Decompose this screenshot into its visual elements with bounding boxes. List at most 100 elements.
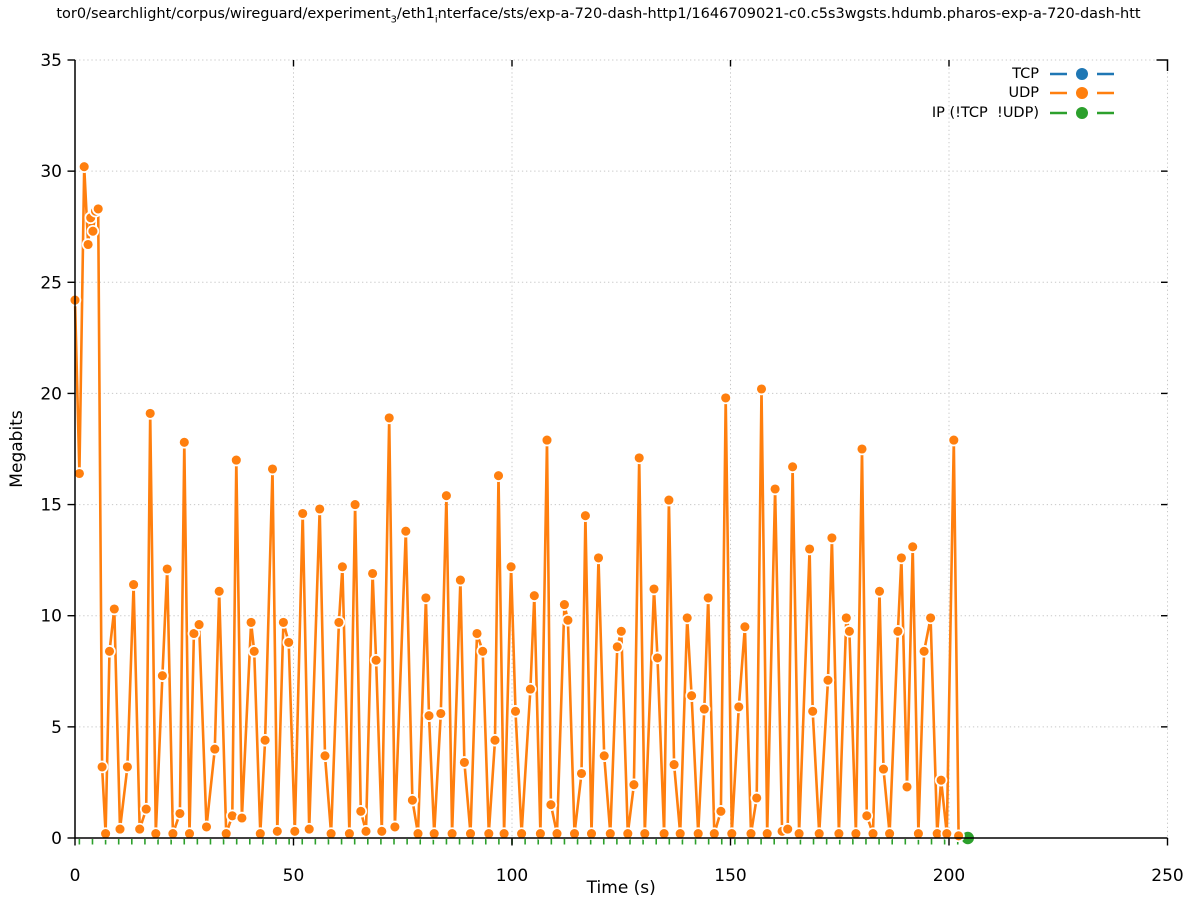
udp-point-marker: [611, 640, 624, 654]
udp-point-marker: [579, 509, 592, 522]
udp-point-marker: [873, 585, 886, 598]
udp-point-marker: [755, 382, 768, 396]
udp-point-marker: [698, 702, 711, 716]
udp-point-marker: [388, 820, 402, 834]
udp-point-marker: [714, 805, 728, 818]
udp-point-marker: [81, 238, 95, 251]
udp-point-marker: [604, 827, 617, 840]
udp-point-marker: [524, 682, 537, 696]
udp-point-marker: [544, 798, 558, 811]
udp-point-marker: [843, 625, 856, 638]
udp-point-marker: [160, 562, 174, 576]
udp-point-marker: [99, 827, 112, 840]
udp-point-marker: [219, 827, 233, 840]
legend-entry-tcp: TCP: [932, 64, 1115, 84]
udp-point-marker: [348, 498, 362, 511]
udp-point-marker: [166, 827, 180, 840]
udp-point-marker: [701, 591, 715, 605]
udp-point-marker: [895, 551, 908, 565]
udp-point-marker: [375, 825, 389, 838]
udp-point-marker: [680, 611, 694, 625]
udp-point-marker: [445, 827, 459, 840]
x-tick-label: 250: [1151, 866, 1183, 886]
y-tick-label: 35: [40, 51, 62, 71]
udp-point-marker: [744, 827, 758, 840]
udp-point-marker: [528, 589, 541, 602]
udp-point-marker: [768, 482, 782, 496]
udp-point-marker: [91, 202, 105, 216]
udp-point-marker: [786, 460, 799, 474]
udp-point-marker: [657, 827, 671, 840]
udp-point-marker: [427, 827, 441, 840]
udp-point-marker: [343, 827, 356, 840]
udp-point-marker: [952, 829, 965, 843]
x-tick-label: 200: [933, 866, 965, 886]
udp-point-marker: [812, 827, 826, 840]
udp-point-marker: [288, 825, 302, 838]
udp-point-marker: [621, 827, 635, 840]
udp-point-marker: [667, 758, 681, 771]
title-text-part: nterface/sts/exp-a-720-dash-http1/164670…: [437, 6, 1141, 23]
udp-point-marker: [917, 645, 931, 658]
udp-point-marker: [568, 827, 581, 840]
udp-point-marker: [708, 827, 721, 840]
udp-point-marker: [558, 598, 571, 611]
legend-label-ip: IP (!TCP !UDP): [931, 104, 1039, 121]
udp-point-marker: [313, 502, 326, 516]
udp-point-marker: [550, 827, 564, 840]
udp-point-marker: [497, 827, 511, 840]
udp-point-marker: [504, 560, 518, 574]
udp-point-marker: [685, 689, 698, 702]
udp-point-marker: [515, 827, 528, 840]
y-tick-label: 15: [40, 496, 62, 516]
udp-point-marker: [488, 733, 502, 747]
udp-point-marker: [592, 551, 605, 565]
udp-point-marker: [86, 224, 100, 238]
udp-line-sample-icon: [1050, 87, 1114, 100]
udp-point-marker: [266, 462, 279, 476]
udp-point-marker: [470, 627, 484, 640]
top-right-corner: [1156, 59, 1169, 71]
udp-point-marker: [149, 827, 163, 840]
udp-point-marker: [419, 591, 433, 605]
udp-point-marker: [271, 825, 284, 838]
udp-point-marker: [849, 827, 863, 840]
udp-point-marker: [277, 616, 290, 629]
udp-point-marker: [575, 767, 588, 780]
udp-point-marker: [411, 827, 425, 840]
udp-point-marker: [95, 760, 109, 774]
udp-point-marker: [476, 645, 489, 658]
legend-entry-udp: UDP: [932, 84, 1115, 104]
udp-point-marker: [673, 827, 687, 840]
udp-point-marker: [103, 645, 116, 658]
udp-point-marker: [912, 827, 925, 840]
y-tick-label: 30: [40, 162, 62, 182]
udp-point-marker: [792, 827, 806, 840]
udp-point-marker: [662, 493, 676, 507]
udp-point-marker: [725, 827, 739, 840]
udp-point-marker: [208, 742, 222, 756]
udp-point-marker: [73, 467, 86, 480]
udp-point-marker: [133, 822, 146, 836]
udp-point-marker: [947, 433, 961, 447]
udp-point-marker: [860, 809, 874, 823]
udp-point-marker: [806, 705, 819, 718]
udp-point-marker: [651, 651, 664, 665]
udp-point-marker: [282, 636, 295, 649]
udp-point-marker: [156, 669, 169, 682]
udp-point-marker: [940, 827, 954, 840]
udp-point-marker: [934, 773, 948, 787]
udp-point-marker: [192, 618, 206, 631]
udp-point-marker: [440, 489, 453, 502]
udp-point-marker: [382, 411, 396, 425]
udp-point-marker: [883, 827, 896, 840]
udp-point-marker: [113, 822, 127, 836]
x-tick-label: 100: [496, 866, 528, 886]
udp-point-marker: [832, 827, 846, 840]
udp-point-marker: [244, 616, 258, 629]
udp-point-marker: [632, 451, 646, 465]
udp-point-marker: [691, 827, 705, 840]
y-axis-label: Megabits: [7, 410, 27, 488]
udp-point-marker: [647, 582, 661, 596]
